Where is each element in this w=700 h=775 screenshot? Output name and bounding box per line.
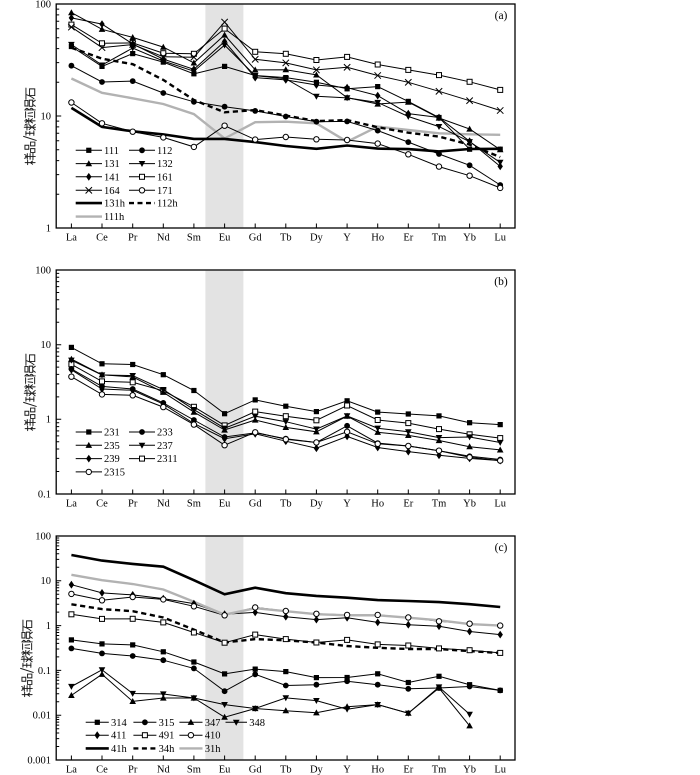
svg-text:Gd: Gd xyxy=(249,233,263,244)
svg-text:Dy: Dy xyxy=(310,233,324,244)
svg-text:2311: 2311 xyxy=(157,454,178,465)
svg-text:Eu: Eu xyxy=(219,499,231,510)
svg-text:1: 1 xyxy=(46,621,51,632)
svg-text:111: 111 xyxy=(104,146,119,157)
svg-text:Nd: Nd xyxy=(157,499,171,510)
svg-text:100: 100 xyxy=(35,531,51,542)
svg-text:237: 237 xyxy=(157,441,173,452)
svg-text:(a): (a) xyxy=(495,10,508,22)
svg-text:131h: 131h xyxy=(104,199,126,210)
svg-text:Er: Er xyxy=(403,765,413,775)
svg-text:Gd: Gd xyxy=(249,765,263,775)
svg-text:0.1: 0.1 xyxy=(38,666,51,677)
svg-text:Dy: Dy xyxy=(310,499,324,510)
svg-text:41h: 41h xyxy=(111,744,128,755)
svg-text:Y: Y xyxy=(343,765,351,775)
svg-text:Lu: Lu xyxy=(494,765,506,775)
svg-text:315: 315 xyxy=(159,718,175,729)
svg-text:Yb: Yb xyxy=(463,499,476,510)
svg-text:0.01: 0.01 xyxy=(33,711,51,722)
svg-text:Tb: Tb xyxy=(280,499,292,510)
svg-text:348: 348 xyxy=(249,718,265,729)
svg-text:1: 1 xyxy=(46,223,51,234)
svg-text:314: 314 xyxy=(111,718,128,729)
svg-text:239: 239 xyxy=(104,454,120,465)
svg-text:233: 233 xyxy=(157,428,173,439)
svg-text:Y: Y xyxy=(343,499,351,510)
svg-text:131: 131 xyxy=(104,159,120,170)
svg-text:34h: 34h xyxy=(159,744,176,755)
svg-text:112h: 112h xyxy=(157,199,178,210)
svg-text:Pr: Pr xyxy=(128,499,138,510)
svg-text:1: 1 xyxy=(46,415,51,426)
svg-text:410: 410 xyxy=(205,731,221,742)
svg-text:Er: Er xyxy=(403,233,413,244)
svg-text:171: 171 xyxy=(157,186,173,197)
svg-text:111h: 111h xyxy=(104,212,125,223)
svg-text:2315: 2315 xyxy=(104,467,125,478)
svg-text:Sm: Sm xyxy=(187,233,201,244)
svg-text:Lu: Lu xyxy=(494,499,506,510)
svg-text:231: 231 xyxy=(104,428,120,439)
svg-text:112: 112 xyxy=(157,146,172,157)
svg-text:Y: Y xyxy=(343,233,351,244)
svg-text:Er: Er xyxy=(403,499,413,510)
svg-text:141: 141 xyxy=(104,172,120,183)
svg-text:Ce: Ce xyxy=(96,233,108,244)
svg-text:Ho: Ho xyxy=(371,233,384,244)
svg-text:Tm: Tm xyxy=(432,765,447,775)
svg-text:Pr: Pr xyxy=(128,765,138,775)
svg-text:Sm: Sm xyxy=(187,765,201,775)
svg-text:Tb: Tb xyxy=(280,765,292,775)
svg-text:10: 10 xyxy=(41,340,52,351)
svg-text:132: 132 xyxy=(157,159,173,170)
svg-text:La: La xyxy=(66,233,77,244)
svg-text:10: 10 xyxy=(41,111,52,122)
svg-text:Eu: Eu xyxy=(219,765,231,775)
svg-text:411: 411 xyxy=(111,731,126,742)
svg-text:Ho: Ho xyxy=(371,765,384,775)
svg-text:164: 164 xyxy=(104,186,121,197)
svg-text:Eu: Eu xyxy=(219,233,231,244)
svg-text:Yb: Yb xyxy=(463,233,476,244)
svg-text:Sm: Sm xyxy=(187,499,201,510)
svg-text:Ce: Ce xyxy=(96,499,108,510)
svg-text:Tm: Tm xyxy=(432,499,447,510)
svg-text:161: 161 xyxy=(157,172,173,183)
svg-text:La: La xyxy=(66,499,77,510)
svg-text:Dy: Dy xyxy=(310,765,324,775)
svg-text:Tm: Tm xyxy=(432,233,447,244)
svg-text:(b): (b) xyxy=(494,276,508,288)
svg-text:Tb: Tb xyxy=(280,233,292,244)
svg-text:0.001: 0.001 xyxy=(27,755,51,766)
svg-text:31h: 31h xyxy=(205,744,222,755)
svg-text:10: 10 xyxy=(41,576,52,587)
svg-text:347: 347 xyxy=(205,718,221,729)
svg-text:Pr: Pr xyxy=(128,233,138,244)
svg-text:Ce: Ce xyxy=(96,765,108,775)
svg-text:100: 100 xyxy=(35,265,51,276)
svg-text:Nd: Nd xyxy=(157,765,171,775)
svg-text:0.1: 0.1 xyxy=(38,489,51,500)
svg-text:Gd: Gd xyxy=(249,499,263,510)
svg-text:Lu: Lu xyxy=(494,233,506,244)
svg-text:235: 235 xyxy=(104,441,120,452)
svg-text:Nd: Nd xyxy=(157,233,171,244)
svg-text:100: 100 xyxy=(35,0,51,10)
svg-text:491: 491 xyxy=(159,731,175,742)
svg-text:Ho: Ho xyxy=(371,499,384,510)
svg-text:La: La xyxy=(66,765,77,775)
svg-text:(c): (c) xyxy=(495,542,508,554)
svg-text:Yb: Yb xyxy=(463,765,476,775)
